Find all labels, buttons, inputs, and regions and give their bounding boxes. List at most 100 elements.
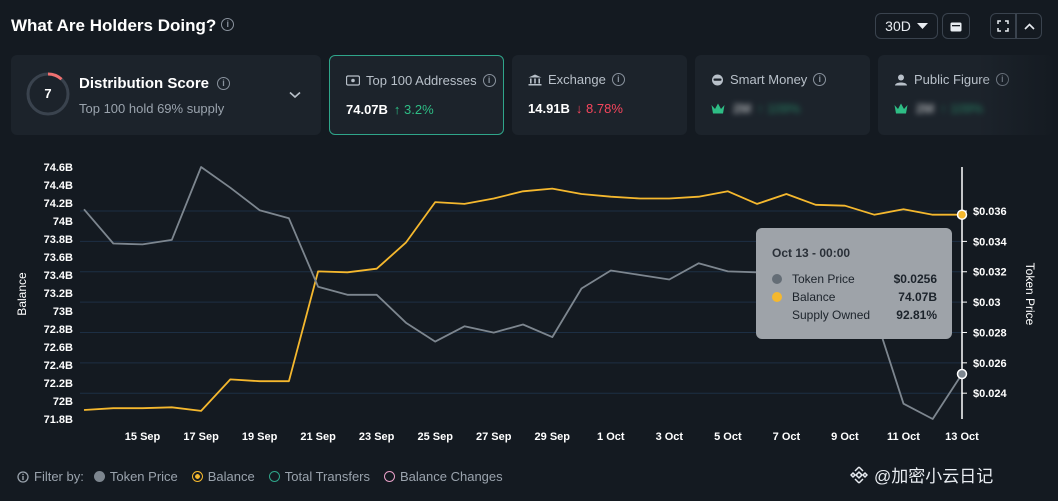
tooltip-row-price: Token Price $0.0256 <box>772 272 937 286</box>
tooltip-balance-label: Balance <box>792 290 836 304</box>
tooltip-row-balance: Balance 74.07B <box>772 290 937 304</box>
tooltip-supply-value: 92.81% <box>896 308 937 322</box>
chart-legend: Filter by: Token Price Balance Total Tra… <box>17 469 517 484</box>
distribution-score-card[interactable]: 7 Distribution Score i Top 100 hold 69% s… <box>11 55 321 135</box>
tooltip-supply-label: Supply Owned <box>792 308 871 322</box>
legend-token-price-dot <box>93 471 105 482</box>
legend-total-transfers-label: Total Transfers <box>284 469 371 484</box>
card-value: 74.07B ↑ 3.2% <box>346 102 434 117</box>
info-icon[interactable]: i <box>221 18 235 32</box>
x-tick-label: 1 Oct <box>597 431 625 443</box>
card-top-100-addresses[interactable]: Top 100 Addresses i 74.07B ↑ 3.2% <box>329 55 504 135</box>
card-exchange[interactable]: Exchange i 14.91B ↓ 8.78% <box>512 55 687 135</box>
y-right-tick-label: $0.036 <box>973 206 1007 218</box>
watermark: @加密小云日记 <box>850 462 993 487</box>
info-icon[interactable]: i <box>611 73 625 86</box>
chart-tooltip: Oct 13 - 00:00 Token Price $0.0256 Balan… <box>756 228 952 339</box>
card-value-text: 2M ↑ 109% <box>916 101 983 116</box>
y-right-axis-label: Token Price <box>1023 263 1037 326</box>
card-label-text: Public Figure <box>914 72 990 87</box>
tooltip-price-label: Token Price <box>792 272 855 286</box>
card-label-text: Top 100 Addresses <box>366 73 477 88</box>
y-left-tick-label: 72B <box>53 396 73 408</box>
y-left-axis-label: Balance <box>15 272 29 316</box>
card-value-hidden: 2M <box>916 101 935 116</box>
x-tick-label: 21 Sep <box>300 431 336 443</box>
y-left-tick-label: 74.6B <box>44 162 73 174</box>
fullscreen-button[interactable] <box>990 13 1016 39</box>
x-tick-label: 15 Sep <box>125 431 161 443</box>
x-tick-label: 7 Oct <box>773 431 801 443</box>
filter-icon <box>17 470 29 483</box>
fullscreen-icon <box>997 20 1009 32</box>
tooltip-price-dot <box>772 274 782 284</box>
x-tick-label: 5 Oct <box>714 431 742 443</box>
y-left-tick-label: 72.6B <box>44 342 73 354</box>
x-tick-label: 27 Sep <box>476 431 512 443</box>
page-title: What Are Holders Doing? i <box>11 16 235 36</box>
holders-chart[interactable]: 71.8B 72B 72.2B 72.4B 72.6B 72.8B 73B 73.2B 73.4… <box>0 0 1058 460</box>
chevron-down-icon[interactable] <box>289 91 301 99</box>
legend-prefix: Filter by: <box>34 469 84 484</box>
hover-marker-token-price <box>956 368 968 380</box>
tooltip-balance-value: 74.07B <box>898 290 937 304</box>
score-ring <box>26 72 70 116</box>
collapse-button[interactable] <box>1016 13 1042 39</box>
info-icon[interactable]: i <box>813 73 827 86</box>
y-left-tick-label: 73.6B <box>44 252 73 264</box>
period-dropdown[interactable]: 30D <box>875 13 938 39</box>
period-value: 30D <box>885 18 911 34</box>
bank-icon <box>528 74 542 85</box>
legend-item-total-transfers[interactable]: Total Transfers <box>268 469 371 484</box>
wallet-icon <box>346 75 360 86</box>
score-subtitle: Top 100 hold 69% supply <box>79 101 225 116</box>
y-left-tick-label: 72.8B <box>44 324 73 336</box>
y-left-tick-label: 73.4B <box>44 270 73 282</box>
y-left-tick-label: 72.2B <box>44 378 73 390</box>
x-tick-label: 9 Oct <box>831 431 859 443</box>
y-right-tick-label: $0.034 <box>973 236 1008 248</box>
card-value: 14.91B ↓ 8.78% <box>528 101 623 116</box>
info-icon[interactable]: i <box>217 77 231 90</box>
legend-item-balance[interactable]: Balance <box>191 469 255 484</box>
y-left-tick-label: 73.2B <box>44 288 73 300</box>
card-label: Exchange i <box>528 72 625 87</box>
series-line-balance <box>83 187 962 412</box>
card-label: Smart Money i <box>711 72 827 87</box>
card-change: ↑ 109% <box>940 101 984 116</box>
x-tick-label: 19 Sep <box>242 431 278 443</box>
card-value: 2M ↑ 109% <box>711 101 800 116</box>
legend-item-balance-changes[interactable]: Balance Changes <box>384 469 503 484</box>
card-change: ↓ 8.78% <box>575 101 623 116</box>
hover-marker-balance <box>956 209 968 220</box>
y-left-tick-label: 71.8B <box>44 414 73 426</box>
legend-token-price-label: Token Price <box>109 469 178 484</box>
x-tick-label: 3 Oct <box>656 431 684 443</box>
y-right-tick-label: $0.026 <box>973 358 1007 370</box>
x-tick-label: 17 Sep <box>183 431 219 443</box>
tooltip-balance-dot <box>772 292 782 302</box>
chevron-down-icon <box>916 22 928 29</box>
legend-total-transfers-dot <box>268 471 280 482</box>
tooltip-date: Oct 13 - 00:00 <box>772 246 851 260</box>
info-icon[interactable]: i <box>482 74 496 87</box>
legend-item-token-price[interactable]: Token Price <box>93 469 178 484</box>
score-value: 7 <box>44 86 52 101</box>
y-right-tick-label: $0.03 <box>973 297 1001 309</box>
y-right-tick-label: $0.032 <box>973 267 1007 279</box>
watermark-text: @加密小云日记 <box>874 467 994 486</box>
y-left-tick-label: 74.4B <box>44 180 73 192</box>
y-right-tick-label: $0.028 <box>973 327 1007 339</box>
calendar-button[interactable] <box>942 13 970 39</box>
card-value-text: 2M ↑ 109% <box>733 101 800 116</box>
card-change: ↑ 109% <box>757 101 801 116</box>
card-smart-money[interactable]: Smart Money i 2M ↑ 109% <box>695 55 870 135</box>
tooltip-row-supply: Supply Owned 92.81% <box>792 308 937 322</box>
x-tick-label: 13 Oct <box>945 431 979 443</box>
card-value-text: 14.91B <box>528 101 570 116</box>
card-label-text: Smart Money <box>730 72 808 87</box>
cards-fade <box>978 50 1058 145</box>
card-label-text: Exchange <box>548 72 606 87</box>
x-tick-label: 11 Oct <box>887 431 920 443</box>
card-value-text: 74.07B <box>346 102 388 117</box>
